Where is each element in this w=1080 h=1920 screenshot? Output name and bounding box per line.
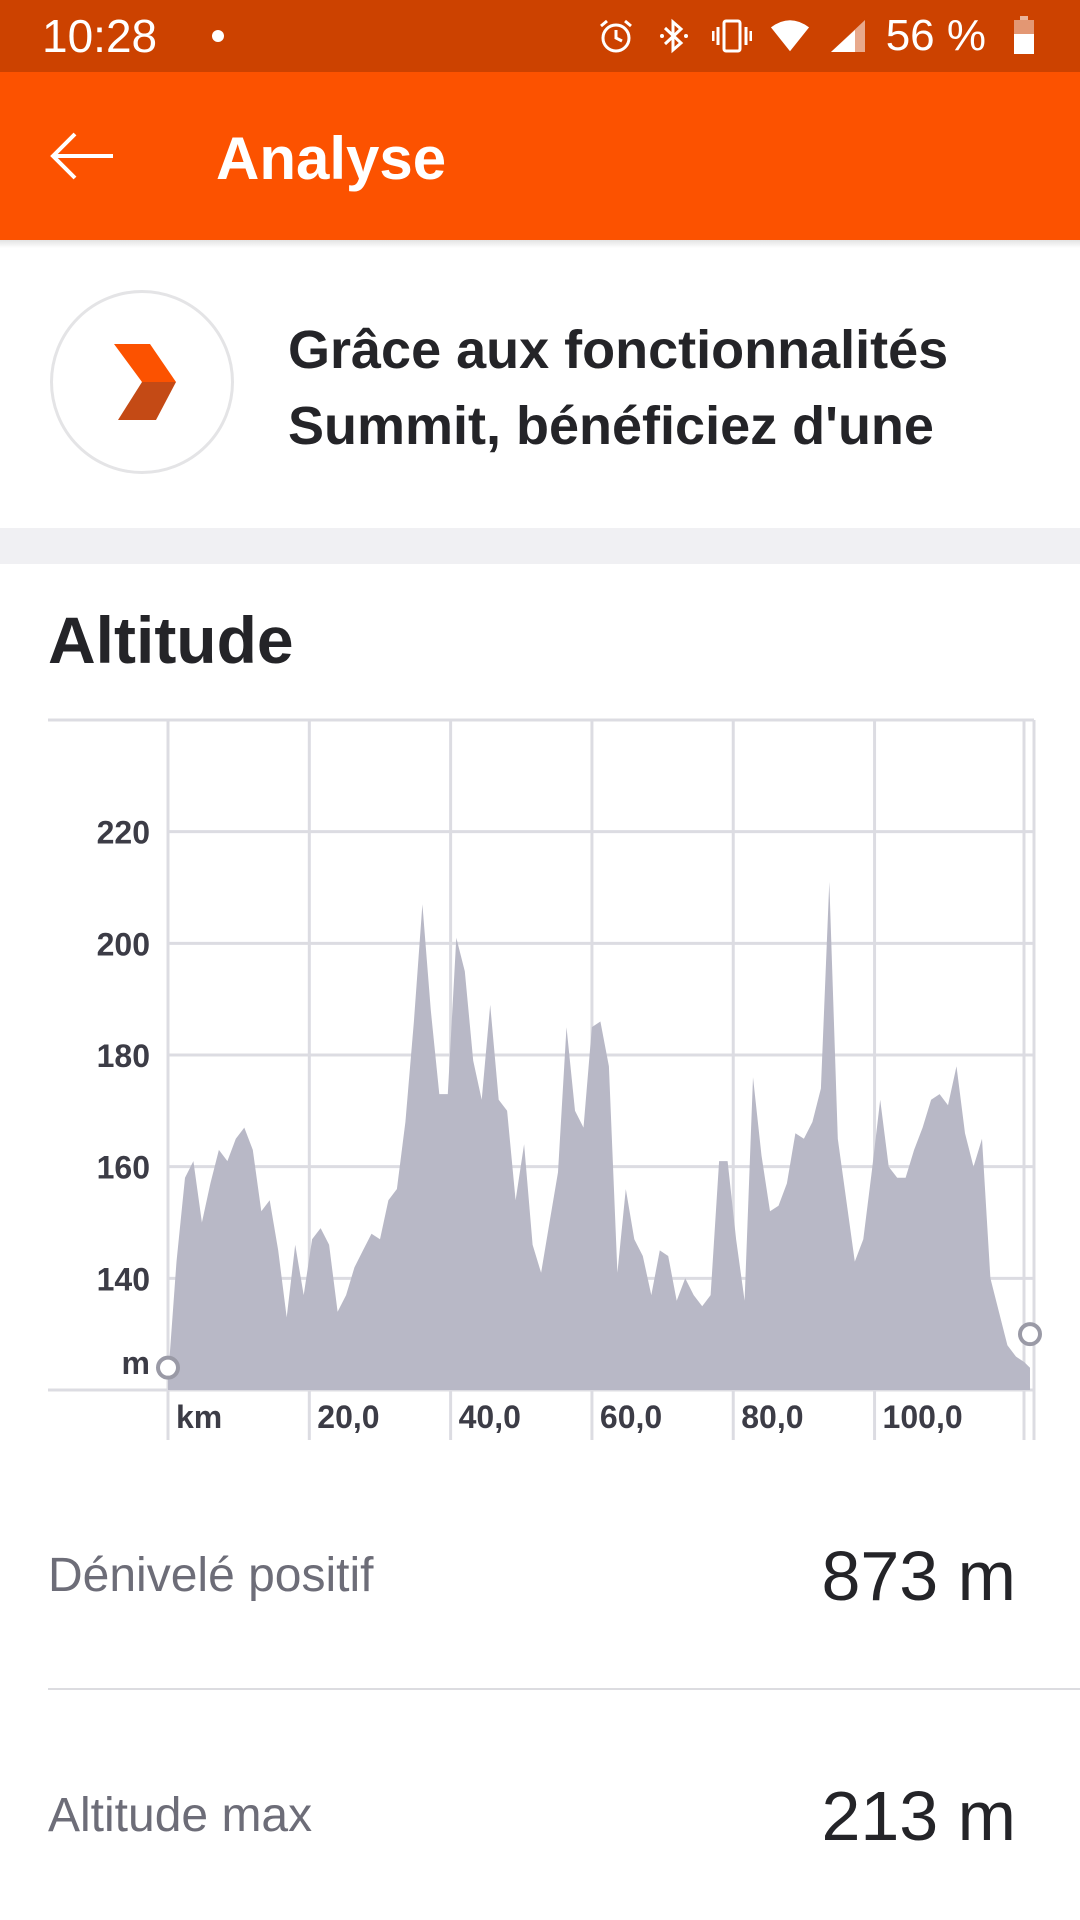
altitude-chart[interactable]: 220 200 180 160 140 m km 20,0 40,0 60,0 80,0 100,0	[0, 700, 1080, 1460]
app-bar: Analyse	[0, 72, 1080, 240]
y-tick-label: 140	[97, 1261, 150, 1297]
arrow-left-icon	[50, 132, 113, 180]
x-tick-label: 100,0	[883, 1399, 963, 1435]
section-divider	[0, 528, 1080, 564]
summit-logo	[50, 290, 234, 474]
stat-value: 213 m	[821, 1777, 1016, 1855]
battery-icon	[1004, 16, 1044, 56]
status-bar: 10:28 56 %	[0, 0, 1080, 72]
bluetooth-icon	[654, 16, 694, 56]
x-tick-label: 40,0	[459, 1399, 521, 1435]
end-marker	[1018, 1322, 1042, 1347]
altitude-title: Altitude	[48, 603, 294, 677]
stat-label: Altitude max	[48, 1789, 313, 1842]
y-tick-label: 180	[97, 1038, 150, 1074]
altitude-chart-svg: 220 200 180 160 140 mkm 20,0 40,0 60,0 80,0 100,0	[48, 718, 1042, 1440]
x-tick-label: 80,0	[741, 1399, 803, 1435]
status-icons: 56 %	[596, 10, 1044, 62]
back-button[interactable]	[32, 116, 132, 196]
y-tick-label: 160	[97, 1150, 150, 1186]
stat-value: 873 m	[821, 1537, 1016, 1615]
wifi-icon	[770, 16, 810, 56]
app-bar-shadow	[0, 240, 1080, 248]
x-tick-label: 20,0	[317, 1399, 379, 1435]
notification-dot-icon	[212, 30, 224, 42]
vibrate-icon	[711, 16, 752, 56]
x-unit-label: km	[176, 1399, 222, 1435]
stat-row-max-altitude: Altitude max 213 m	[48, 1690, 1080, 1920]
stat-row-elevation-gain: Dénivelé positif 873 m	[48, 1460, 1080, 1690]
y-unit-label: m	[122, 1345, 150, 1381]
summit-promo-text: Grâce aux fonctionnalités Summit, bénéfi…	[288, 320, 949, 456]
summit-promo-card[interactable]: Grâce aux fonctionnalités Summit, bénéfi…	[0, 248, 1080, 528]
battery-percentage: 56 %	[885, 11, 986, 60]
altitude-area	[168, 881, 1030, 1390]
y-tick-label: 200	[97, 926, 150, 962]
alarm-icon	[596, 16, 636, 56]
cell-signal-icon	[828, 16, 868, 56]
summit-chevron-icon	[114, 344, 176, 420]
y-tick-label: 220	[97, 815, 150, 851]
start-marker	[156, 1355, 180, 1380]
stat-label: Dénivelé positif	[48, 1549, 374, 1602]
x-tick-label: 60,0	[600, 1399, 662, 1435]
stat-divider	[48, 1688, 1080, 1690]
status-time: 10:28	[42, 10, 158, 62]
page-title: Analyse	[216, 125, 447, 192]
